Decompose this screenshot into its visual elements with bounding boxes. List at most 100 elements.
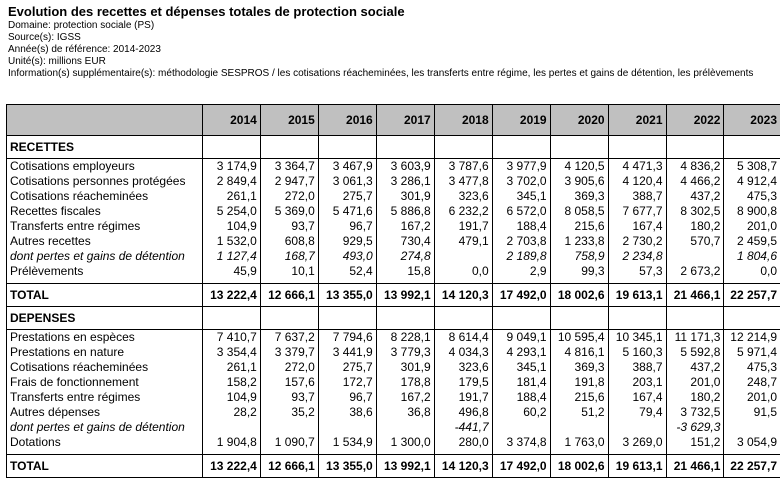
meta-unit: Unité(s): millions EUR — [8, 56, 106, 67]
value-cell: 4 912,4 — [723, 174, 780, 189]
spacer-cell — [433, 279, 493, 284]
total-value-cell: 17 492,0 — [491, 283, 551, 307]
total-value-cell: 14 120,3 — [433, 454, 493, 478]
table-row: Prélèvements 45,9 10,1 52,4 15,8 0,0 2,9 99,3 57… — [6, 264, 780, 279]
year-header-cell: 2017 — [375, 104, 435, 136]
value-cell: 475,3 — [723, 360, 780, 375]
empty-cell — [259, 135, 319, 159]
value-cell: 5 369,0 — [259, 204, 319, 219]
empty-cell — [491, 306, 551, 330]
row-label: Cotisations employeurs — [6, 158, 203, 174]
value-cell: 179,5 — [433, 375, 493, 390]
value-cell — [201, 420, 261, 435]
value-cell: 15,8 — [375, 264, 435, 279]
value-cell: 2 234,8 — [607, 249, 666, 264]
value-cell: 201,0 — [665, 375, 724, 390]
row-label: Prestations en espèces — [6, 329, 203, 345]
value-cell: 91,5 — [723, 405, 780, 420]
total-value-cell: 21 466,1 — [665, 283, 724, 307]
value-cell: 180,2 — [665, 219, 724, 234]
value-cell: 1 233,8 — [549, 234, 609, 249]
table-row: Autres dépenses 28,2 35,2 38,6 36,8 496,8 60,2… — [6, 405, 780, 420]
value-cell: 261,1 — [201, 360, 261, 375]
value-cell: 215,6 — [549, 390, 609, 405]
empty-cell — [723, 135, 780, 159]
value-cell: 191,7 — [433, 219, 493, 234]
value-cell: 0,0 — [723, 264, 780, 279]
value-cell: 7 794,6 — [317, 329, 377, 345]
value-cell: 3 603,9 — [375, 158, 435, 174]
row-label: Transferts entre régimes — [6, 219, 203, 234]
value-cell — [375, 420, 435, 435]
value-cell: 2 849,4 — [201, 174, 261, 189]
table-row: Frais de fonctionnement 158,2 157,6 172,7 17… — [6, 375, 780, 390]
value-cell: 188,4 — [491, 219, 551, 234]
value-cell: 104,9 — [201, 219, 261, 234]
empty-cell — [201, 306, 261, 330]
value-cell: 5 308,7 — [723, 158, 780, 174]
report-header: Evolution des recettes et dépenses total… — [8, 4, 780, 80]
value-cell: 2 459,5 — [723, 234, 780, 249]
value-cell: 2,9 — [491, 264, 551, 279]
value-cell: 275,7 — [317, 360, 377, 375]
value-cell: 3 779,3 — [375, 345, 435, 360]
total-value-cell: 18 002,6 — [549, 283, 609, 307]
value-cell: 274,8 — [375, 249, 435, 264]
value-cell — [665, 249, 724, 264]
total-value-cell: 19 613,1 — [607, 454, 666, 478]
empty-cell — [317, 306, 377, 330]
value-cell: 4 120,4 — [607, 174, 666, 189]
value-cell: 2 673,2 — [665, 264, 724, 279]
value-cell: 96,7 — [317, 390, 377, 405]
total-value-cell: 17 492,0 — [491, 454, 551, 478]
value-cell: 1 090,7 — [259, 435, 319, 450]
total-value-cell: 22 257,7 — [723, 283, 780, 307]
value-cell: 323,6 — [433, 360, 493, 375]
row-label: Prélèvements — [6, 264, 203, 279]
value-cell: 60,2 — [491, 405, 551, 420]
table-row: dont pertes et gains de détention 1 127,4… — [6, 249, 780, 264]
value-cell: 51,2 — [549, 405, 609, 420]
value-cell: 3 354,4 — [201, 345, 261, 360]
spacer-cell — [259, 450, 319, 455]
value-cell: 3 732,5 — [665, 405, 724, 420]
empty-cell — [665, 135, 724, 159]
total-value-cell: 22 257,7 — [723, 454, 780, 478]
value-cell — [491, 420, 551, 435]
empty-cell — [433, 135, 493, 159]
table-row: dont pertes et gains de détention -441,7 -… — [6, 420, 780, 435]
value-cell: 475,3 — [723, 189, 780, 204]
value-cell: 1 534,9 — [317, 435, 377, 450]
value-cell: 180,2 — [665, 390, 724, 405]
year-header-cell: 2014 — [201, 104, 261, 136]
value-cell: 730,4 — [375, 234, 435, 249]
spacer-cell — [491, 450, 551, 455]
year-header-cell: 2016 — [317, 104, 377, 136]
year-header-cell: 2021 — [607, 104, 666, 136]
depenses-total-row: TOTAL 13 222,4 12 666,1 13 355,0 13 992,1 14 … — [6, 454, 780, 478]
value-cell: 3 702,0 — [491, 174, 551, 189]
empty-cell — [375, 306, 435, 330]
meta-additional-info: Information(s) supplémentaire(s): méthod… — [8, 68, 754, 79]
value-cell: 8 302,5 — [665, 204, 724, 219]
total-value-cell: 13 992,1 — [375, 283, 435, 307]
value-cell: 45,9 — [201, 264, 261, 279]
depenses-section-label: DEPENSES — [6, 306, 203, 330]
spacer-cell — [607, 279, 666, 284]
value-cell: 2 189,8 — [491, 249, 551, 264]
total-value-cell: 14 120,3 — [433, 283, 493, 307]
empty-cell — [549, 306, 609, 330]
value-cell: 5 160,3 — [607, 345, 666, 360]
value-cell: 79,4 — [607, 405, 666, 420]
value-cell — [259, 420, 319, 435]
spacer-cell — [723, 450, 780, 455]
table-row: Cotisations réacheminées 261,1 272,0 275,7 3… — [6, 360, 780, 375]
value-cell: 8 228,1 — [375, 329, 435, 345]
value-cell: 272,0 — [259, 360, 319, 375]
meta-source: Source(s): IGSS — [8, 32, 81, 43]
empty-cell — [665, 306, 724, 330]
value-cell: 570,7 — [665, 234, 724, 249]
spacer-cell — [433, 450, 493, 455]
empty-cell — [607, 306, 666, 330]
value-cell: 369,3 — [549, 189, 609, 204]
